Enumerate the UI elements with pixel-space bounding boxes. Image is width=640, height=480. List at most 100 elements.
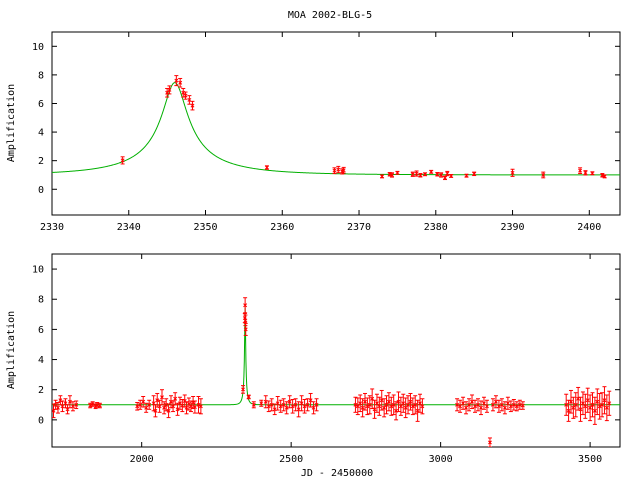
data-point bbox=[384, 395, 389, 415]
data-point bbox=[568, 389, 573, 414]
bottom-x-axis-label: JD - 2450000 bbox=[301, 468, 373, 479]
point-marker bbox=[583, 170, 588, 175]
data-point bbox=[243, 322, 248, 336]
y-tick-label: 10 bbox=[32, 265, 44, 276]
point-marker bbox=[167, 87, 172, 92]
data-point bbox=[63, 398, 68, 409]
data-point bbox=[395, 170, 400, 175]
point-marker bbox=[153, 408, 158, 413]
data-point bbox=[410, 171, 415, 177]
point-marker bbox=[183, 93, 188, 98]
data-point bbox=[602, 386, 607, 415]
point-marker bbox=[198, 404, 203, 409]
data-point bbox=[157, 399, 162, 413]
point-marker bbox=[410, 404, 415, 409]
data-point bbox=[290, 399, 295, 414]
point-marker bbox=[259, 401, 264, 406]
data-point bbox=[138, 399, 143, 410]
point-marker bbox=[590, 402, 595, 407]
point-marker bbox=[120, 158, 125, 163]
data-point bbox=[487, 437, 492, 447]
point-marker bbox=[196, 402, 201, 407]
data-point bbox=[478, 400, 483, 416]
point-marker bbox=[284, 405, 289, 410]
point-marker bbox=[175, 407, 180, 412]
top-panel: 0 2 4 6 8 10 2330 2340 2350 2360 2370 2380 2390 2400 A… bbox=[6, 31, 621, 233]
x-tick-label: 2360 bbox=[270, 222, 294, 233]
x-tick-label: 2500 bbox=[279, 454, 303, 465]
data-point bbox=[464, 173, 469, 178]
data-point bbox=[508, 400, 513, 413]
point-marker bbox=[184, 405, 189, 410]
data-point bbox=[281, 398, 286, 412]
data-point bbox=[389, 396, 394, 416]
data-point bbox=[578, 167, 583, 175]
data-point bbox=[196, 395, 201, 414]
data-point bbox=[293, 398, 298, 412]
data-point bbox=[365, 397, 370, 416]
data-point bbox=[484, 399, 489, 413]
data-point bbox=[302, 399, 307, 414]
point-marker bbox=[389, 404, 394, 409]
data-point bbox=[396, 391, 401, 413]
point-marker bbox=[363, 399, 367, 404]
point-marker bbox=[443, 175, 447, 180]
data-point bbox=[74, 400, 79, 410]
point-marker bbox=[472, 171, 477, 176]
point-marker bbox=[573, 402, 578, 407]
point-marker bbox=[597, 404, 602, 409]
point-marker bbox=[241, 387, 245, 392]
point-marker bbox=[467, 402, 471, 407]
data-point bbox=[70, 401, 75, 412]
y-axis-label: Amplification bbox=[6, 311, 17, 389]
plot-frame bbox=[51, 253, 621, 448]
data-point bbox=[241, 385, 246, 394]
point-marker bbox=[266, 404, 271, 409]
data-point bbox=[467, 398, 472, 412]
data-point bbox=[120, 156, 125, 165]
data-point bbox=[418, 173, 423, 178]
data-point bbox=[476, 398, 480, 412]
data-point bbox=[449, 174, 454, 178]
point-marker bbox=[173, 396, 178, 401]
data-point bbox=[141, 395, 146, 408]
data-point bbox=[189, 400, 194, 413]
data-point bbox=[442, 175, 447, 181]
data-point bbox=[360, 398, 365, 418]
point-marker bbox=[406, 402, 410, 407]
data-point bbox=[187, 95, 192, 105]
data-point bbox=[264, 165, 269, 170]
point-marker bbox=[174, 78, 179, 83]
data-point bbox=[481, 396, 486, 410]
y-axis-label: Amplification bbox=[6, 84, 17, 162]
data-point bbox=[162, 401, 167, 415]
data-point bbox=[175, 402, 180, 416]
data-point bbox=[580, 391, 585, 416]
point-marker bbox=[155, 398, 160, 403]
point-marker bbox=[287, 399, 292, 404]
point-marker bbox=[420, 404, 425, 409]
point-marker bbox=[445, 171, 450, 176]
data-point bbox=[259, 399, 264, 407]
data-point bbox=[496, 399, 501, 413]
point-marker bbox=[135, 404, 140, 409]
point-marker bbox=[311, 405, 316, 410]
point-marker bbox=[90, 402, 95, 406]
point-marker bbox=[508, 404, 513, 409]
y-tick-label: 2 bbox=[38, 156, 44, 167]
point-marker bbox=[485, 404, 489, 409]
data-point bbox=[90, 401, 95, 407]
point-marker bbox=[418, 173, 423, 178]
data-point bbox=[514, 401, 519, 412]
point-marker bbox=[314, 402, 319, 407]
point-marker bbox=[395, 170, 400, 175]
data-point bbox=[266, 400, 271, 413]
point-marker bbox=[482, 401, 486, 406]
data-point bbox=[135, 402, 140, 411]
point-marker bbox=[505, 401, 510, 406]
point-marker bbox=[510, 170, 515, 175]
point-marker bbox=[541, 173, 546, 177]
point-marker bbox=[190, 103, 195, 108]
point-marker bbox=[410, 172, 415, 177]
point-marker bbox=[566, 408, 571, 413]
